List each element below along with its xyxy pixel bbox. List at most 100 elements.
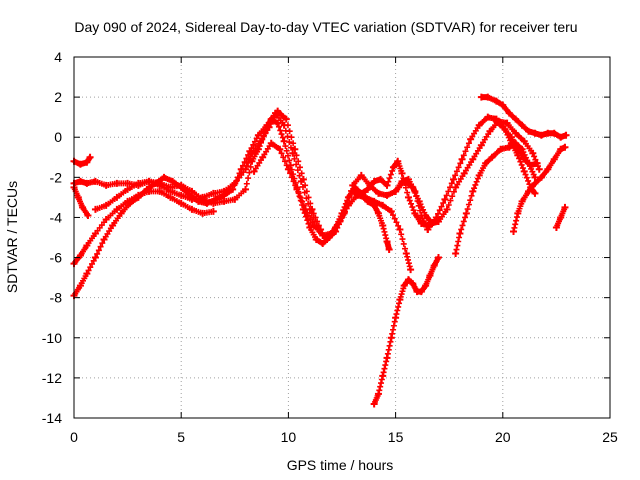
- data-point: [83, 179, 91, 187]
- data-point: [475, 121, 483, 129]
- data-point: [83, 242, 91, 250]
- data-point: [100, 236, 108, 244]
- data-point: [490, 115, 498, 123]
- data-point: [370, 201, 378, 209]
- data-point: [520, 137, 528, 145]
- data-point: [407, 266, 415, 274]
- series-track-8: [349, 187, 393, 254]
- data-point: [109, 221, 117, 229]
- data-point: [242, 185, 250, 193]
- data-point: [299, 175, 307, 183]
- data-point: [76, 252, 84, 260]
- data-point: [323, 236, 331, 244]
- data-point: [428, 219, 436, 227]
- data-point: [113, 205, 121, 213]
- data-point: [166, 187, 174, 195]
- data-point: [484, 113, 492, 121]
- data-point: [535, 165, 543, 173]
- data-point: [561, 203, 569, 211]
- data-point: [422, 211, 430, 219]
- data-point: [482, 159, 490, 167]
- data-point: [344, 201, 352, 209]
- x-tick-label: 5: [177, 429, 185, 445]
- data-point: [550, 155, 558, 163]
- data-point: [265, 123, 273, 131]
- data-point: [370, 177, 378, 185]
- data-point: [312, 236, 320, 244]
- data-point: [102, 201, 110, 209]
- y-tick-label: -14: [42, 410, 62, 426]
- data-point: [529, 149, 537, 157]
- data-point: [387, 334, 395, 342]
- data-point: [349, 187, 357, 195]
- data-point: [430, 262, 438, 270]
- data-point: [274, 107, 282, 115]
- data-point: [387, 207, 395, 215]
- data-point: [441, 195, 449, 203]
- data-point: [306, 223, 314, 231]
- data-point: [383, 354, 391, 362]
- data-point: [514, 209, 522, 217]
- data-point: [143, 185, 151, 193]
- data-point: [469, 187, 477, 195]
- data-point: [177, 199, 185, 207]
- data-point: [117, 209, 125, 217]
- data-point: [344, 193, 352, 201]
- data-point: [357, 191, 365, 199]
- data-point: [396, 225, 404, 233]
- data-point: [156, 187, 164, 195]
- data-point: [392, 314, 400, 322]
- data-point: [503, 119, 511, 127]
- data-point: [91, 177, 99, 185]
- data-point: [533, 159, 541, 167]
- data-point: [282, 115, 290, 123]
- data-point: [512, 129, 520, 137]
- y-tick-label: -6: [50, 250, 63, 266]
- data-point: [477, 141, 485, 149]
- data-point: [505, 143, 513, 151]
- data-point: [357, 171, 365, 179]
- data-point: [76, 160, 84, 168]
- data-point: [374, 189, 382, 197]
- data-point: [166, 193, 174, 201]
- data-point: [531, 173, 539, 181]
- y-tick-label: 2: [54, 89, 62, 105]
- data-point: [259, 153, 267, 161]
- data-point: [398, 169, 406, 177]
- x-axis-ticks: 0 5 10 15 20 25: [70, 57, 618, 445]
- x-tick-label: 0: [70, 429, 78, 445]
- x-axis-label: GPS time / hours: [287, 457, 394, 473]
- data-point: [452, 250, 460, 258]
- data-point: [404, 193, 412, 201]
- data-point: [460, 169, 468, 177]
- data-point: [432, 213, 440, 221]
- data-point: [379, 372, 387, 380]
- data-point: [552, 223, 560, 231]
- data-point: [394, 157, 402, 165]
- data-point: [385, 246, 393, 254]
- data-point: [400, 282, 408, 290]
- data-point: [514, 145, 522, 153]
- data-point: [366, 181, 374, 189]
- data-point: [91, 229, 99, 237]
- data-point: [456, 229, 464, 237]
- data-point: [291, 145, 299, 153]
- data-point: [242, 165, 250, 173]
- data-point: [518, 121, 526, 129]
- data-point: [276, 145, 284, 153]
- data-point: [400, 177, 408, 185]
- data-point: [527, 161, 535, 169]
- data-point: [422, 282, 430, 290]
- data-point: [537, 173, 545, 181]
- data-point: [374, 390, 382, 398]
- data-point: [404, 276, 412, 284]
- data-point: [477, 93, 485, 101]
- data-point: [374, 209, 382, 217]
- data-point: [510, 227, 518, 235]
- data-point: [434, 254, 442, 262]
- y-tick-label: -4: [50, 209, 63, 225]
- data-point: [220, 197, 228, 205]
- series-layer: [70, 93, 570, 408]
- data-point: [113, 193, 121, 201]
